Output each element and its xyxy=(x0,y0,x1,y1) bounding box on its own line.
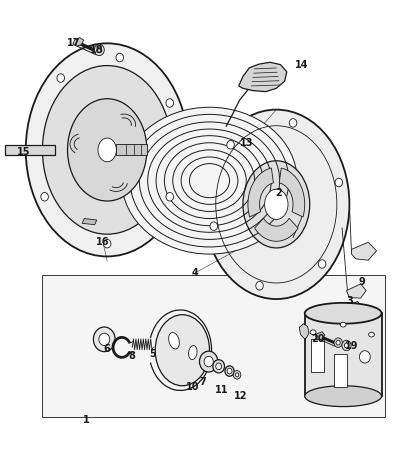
Ellipse shape xyxy=(310,330,316,334)
Polygon shape xyxy=(42,276,385,418)
Text: 17: 17 xyxy=(67,38,80,48)
Ellipse shape xyxy=(256,282,263,290)
Polygon shape xyxy=(349,302,361,311)
Ellipse shape xyxy=(122,107,297,254)
Ellipse shape xyxy=(199,351,218,372)
Ellipse shape xyxy=(334,338,342,347)
Polygon shape xyxy=(279,168,305,217)
Ellipse shape xyxy=(342,340,351,351)
Text: 14: 14 xyxy=(295,60,308,70)
Polygon shape xyxy=(82,218,97,225)
Ellipse shape xyxy=(305,386,382,407)
Ellipse shape xyxy=(360,351,370,363)
Ellipse shape xyxy=(103,239,111,248)
Ellipse shape xyxy=(94,44,104,56)
Text: 2: 2 xyxy=(275,188,282,198)
Polygon shape xyxy=(299,323,309,339)
Polygon shape xyxy=(73,38,84,46)
Ellipse shape xyxy=(168,332,179,349)
Text: 9: 9 xyxy=(359,277,365,287)
Ellipse shape xyxy=(155,315,210,386)
Text: 7: 7 xyxy=(200,377,207,387)
Polygon shape xyxy=(347,284,366,298)
Polygon shape xyxy=(248,168,274,217)
Ellipse shape xyxy=(344,343,349,348)
Ellipse shape xyxy=(336,340,340,345)
Text: 18: 18 xyxy=(90,46,103,56)
Ellipse shape xyxy=(42,66,172,234)
Polygon shape xyxy=(5,145,55,155)
Ellipse shape xyxy=(318,260,326,268)
Polygon shape xyxy=(239,62,287,92)
Text: 11: 11 xyxy=(215,385,229,395)
Text: 20: 20 xyxy=(311,334,325,344)
Ellipse shape xyxy=(166,99,173,107)
Ellipse shape xyxy=(99,333,110,345)
Ellipse shape xyxy=(233,370,241,379)
Text: 3: 3 xyxy=(346,296,353,306)
Ellipse shape xyxy=(93,327,115,352)
Ellipse shape xyxy=(41,192,48,201)
Ellipse shape xyxy=(340,322,346,327)
Polygon shape xyxy=(255,218,298,241)
Ellipse shape xyxy=(289,119,297,127)
Polygon shape xyxy=(116,144,147,155)
Ellipse shape xyxy=(204,356,213,367)
Text: 16: 16 xyxy=(96,237,110,247)
Text: 4: 4 xyxy=(191,268,198,278)
Text: 15: 15 xyxy=(17,147,31,157)
Text: 13: 13 xyxy=(241,138,254,148)
Ellipse shape xyxy=(335,178,343,187)
Text: 8: 8 xyxy=(129,351,136,361)
Ellipse shape xyxy=(369,332,375,337)
Ellipse shape xyxy=(189,345,197,360)
Ellipse shape xyxy=(67,99,147,201)
Polygon shape xyxy=(352,242,377,260)
Ellipse shape xyxy=(305,303,382,323)
Ellipse shape xyxy=(116,53,124,62)
Ellipse shape xyxy=(98,138,116,162)
Ellipse shape xyxy=(26,43,189,257)
Ellipse shape xyxy=(235,373,239,377)
Text: 1: 1 xyxy=(83,415,90,425)
Ellipse shape xyxy=(97,47,102,53)
Ellipse shape xyxy=(166,192,173,201)
Polygon shape xyxy=(310,339,324,372)
Text: 6: 6 xyxy=(104,344,111,354)
Ellipse shape xyxy=(213,360,225,373)
Ellipse shape xyxy=(203,110,349,299)
Text: 10: 10 xyxy=(186,382,199,392)
Polygon shape xyxy=(334,353,347,387)
Ellipse shape xyxy=(225,366,234,376)
Ellipse shape xyxy=(210,222,217,230)
Ellipse shape xyxy=(227,141,234,149)
Ellipse shape xyxy=(57,74,65,82)
Text: 12: 12 xyxy=(234,391,248,401)
Ellipse shape xyxy=(227,368,232,374)
Ellipse shape xyxy=(243,161,310,248)
Polygon shape xyxy=(316,332,325,340)
Ellipse shape xyxy=(265,189,288,219)
Ellipse shape xyxy=(216,363,222,370)
Text: 19: 19 xyxy=(345,342,358,352)
Text: 5: 5 xyxy=(150,349,157,359)
